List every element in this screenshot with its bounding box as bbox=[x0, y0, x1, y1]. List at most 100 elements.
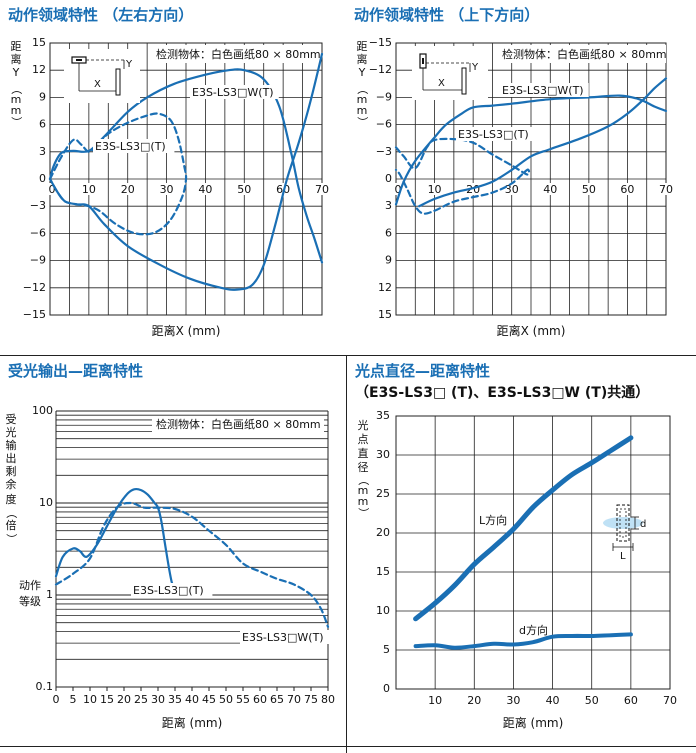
y-axis-label: 出 bbox=[6, 451, 17, 465]
tick-label-bg bbox=[314, 183, 330, 195]
y-tick-label: 1 bbox=[46, 588, 53, 601]
y-tick-label: 6 bbox=[39, 118, 46, 131]
x-tick-label: 10 bbox=[82, 183, 96, 196]
y-tick-label: 15 bbox=[378, 308, 392, 321]
x-tick-label: 40 bbox=[543, 183, 557, 196]
x-axis-label: 距离X (mm) bbox=[152, 323, 221, 338]
tick-label-bg bbox=[119, 183, 136, 195]
y-tick-label: −9 bbox=[376, 90, 392, 103]
chart-note: 检测物体：白色画纸80 × 80mm bbox=[156, 47, 321, 61]
y-axis-label: 离 bbox=[357, 52, 368, 66]
tick-label-bg bbox=[236, 183, 253, 195]
svg-text:d: d bbox=[640, 519, 646, 530]
sensor-diagram-icon: YX bbox=[412, 46, 488, 100]
y-axis-label: m bbox=[11, 104, 22, 117]
y-axis-label: 余 bbox=[6, 477, 17, 491]
operation-level-label: 等级 bbox=[19, 594, 41, 608]
x-tick-label: 20 bbox=[117, 693, 131, 706]
x-tick-label: 40 bbox=[198, 183, 212, 196]
x-tick-label: 45 bbox=[202, 693, 216, 706]
x-tick-label: 25 bbox=[134, 693, 148, 706]
series-label: E3S-LS3□(T) bbox=[458, 128, 529, 141]
x-tick-label: 30 bbox=[505, 183, 519, 196]
chart-light-output-distance: 0 5 10 15 20 25 30 35 40 45 50 55 60 65 70 75 801001010.… bbox=[5, 404, 335, 730]
series-line bbox=[48, 68, 324, 264]
svg-text:L: L bbox=[620, 551, 626, 562]
tick-label-bg bbox=[426, 183, 443, 195]
chart-spot-diameter-distance: 10 20 30 40 50 60 70 0 5 10 15 20 25 30 35 距离 (mm) 光点直径（… bbox=[357, 409, 677, 730]
y-tick-label: 12 bbox=[378, 281, 392, 294]
y-axis-label: 径 bbox=[358, 461, 369, 474]
divider-vertical bbox=[346, 355, 347, 753]
x-tick-label: 30 bbox=[506, 694, 520, 707]
y-tick-label: 12 bbox=[32, 63, 46, 76]
y-tick-label: 0.1 bbox=[36, 680, 54, 693]
series-label-bg bbox=[93, 139, 175, 153]
y-tick-label: 30 bbox=[376, 448, 390, 461]
series-line bbox=[413, 435, 634, 622]
tick-label-bg bbox=[275, 183, 292, 195]
x-tick-label: 70 bbox=[315, 183, 329, 196]
y-axis-label: m bbox=[357, 93, 368, 106]
x-tick-label: 30 bbox=[160, 183, 174, 196]
series-label-bg bbox=[131, 583, 213, 597]
chart-note: 检测物体：白色画纸80 × 80mm bbox=[156, 417, 321, 431]
tick-label-bg bbox=[658, 183, 674, 195]
tick-label-bg bbox=[197, 183, 214, 195]
x-tick-label: 70 bbox=[659, 183, 673, 196]
x-tick-label: 55 bbox=[236, 693, 250, 706]
chart-title: 动作领域特性 （左右方向） bbox=[8, 6, 194, 24]
y-axis-label: （ bbox=[5, 508, 18, 519]
spot-diagram-icon: Ld bbox=[603, 504, 646, 562]
y-axis-label: 受 bbox=[6, 413, 17, 426]
series-label-bg bbox=[500, 83, 589, 97]
y-tick-label: −3 bbox=[376, 145, 392, 158]
y-tick-label: 0 bbox=[383, 682, 390, 695]
y-axis-label: 倍 bbox=[6, 518, 17, 532]
chart-subtitle: （E3S-LS3□ (T)、E3S-LS3□W (T)共通） bbox=[355, 385, 650, 401]
x-tick-label: 0 bbox=[395, 183, 402, 196]
y-tick-label: −3 bbox=[30, 199, 46, 212]
x-tick-label: 0 bbox=[53, 693, 60, 706]
tick-label-bg bbox=[503, 183, 520, 195]
y-axis-label: m bbox=[11, 93, 22, 106]
tick-label-bg bbox=[542, 183, 559, 195]
series-line bbox=[394, 137, 531, 215]
series-label-bg bbox=[456, 127, 538, 141]
note-bg bbox=[498, 45, 666, 63]
series-label-bg bbox=[190, 85, 279, 99]
x-tick-label: 50 bbox=[582, 183, 596, 196]
y-tick-label: 35 bbox=[376, 409, 390, 422]
x-tick-label: 40 bbox=[546, 694, 560, 707]
y-tick-label: 15 bbox=[32, 36, 46, 49]
x-tick-label: 65 bbox=[270, 693, 284, 706]
x-tick-label: 60 bbox=[620, 183, 634, 196]
y-axis-label: 剩 bbox=[6, 465, 17, 478]
tick-label-bg bbox=[158, 183, 175, 195]
series-label: E3S-LS3□W(T) bbox=[242, 631, 324, 644]
x-tick-label: 50 bbox=[219, 693, 233, 706]
y-axis-label: 点 bbox=[358, 433, 369, 446]
y-tick-label: −12 bbox=[369, 63, 392, 76]
y-axis-label: ） bbox=[357, 508, 370, 519]
panel-light-output-distance: 受光输出—距离特性 0 5 10 15 20 25 30 35 40 45 50 55 60 65 70 75… bbox=[0, 356, 346, 746]
svg-text:Y: Y bbox=[471, 62, 479, 73]
y-axis-label: ） bbox=[356, 117, 369, 128]
y-axis-label: 输 bbox=[6, 438, 17, 452]
y-tick-label: −15 bbox=[369, 36, 392, 49]
y-axis-label: （ bbox=[356, 84, 369, 95]
tick-label-bg bbox=[580, 183, 597, 195]
y-tick-label: 9 bbox=[385, 254, 392, 267]
series-label: E3S-LS3□(T) bbox=[95, 140, 166, 153]
tick-label-bg bbox=[619, 183, 636, 195]
y-axis-label: ） bbox=[10, 117, 23, 128]
y-axis-label: （ bbox=[10, 84, 23, 95]
series-line bbox=[48, 112, 188, 236]
y-tick-label: −9 bbox=[30, 254, 46, 267]
sensor-diagram-icon: YX bbox=[64, 49, 140, 103]
operation-level-label: 动作 bbox=[19, 579, 41, 592]
y-tick-label: 25 bbox=[376, 487, 390, 500]
panel-spot-diameter-distance: 光点直径—距离特性 （E3S-LS3□ (T)、E3S-LS3□W (T)共通）… bbox=[347, 356, 696, 746]
plot-frame bbox=[395, 415, 671, 690]
